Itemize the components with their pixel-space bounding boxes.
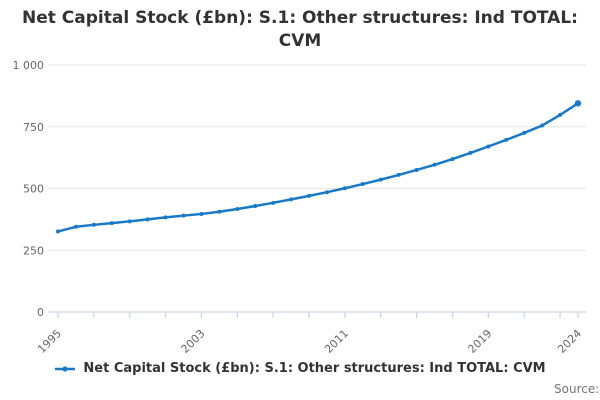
x-axis-ticks: [57, 312, 579, 318]
x-tick-label: 2003: [179, 327, 208, 356]
line-chart-plot-area: 0 250 500 750 1 000 1995 2003 2011 2019 2024: [13, 59, 586, 356]
data-point-marker[interactable]: [127, 219, 132, 224]
data-point-marker[interactable]: [91, 222, 96, 227]
data-point-marker[interactable]: [199, 211, 204, 216]
data-point-marker[interactable]: [360, 182, 365, 187]
chart-title-line-2: CVM: [278, 30, 322, 51]
data-point-marker[interactable]: [450, 157, 455, 162]
y-tick-label: 0: [37, 306, 44, 319]
data-point-marker[interactable]: [378, 177, 383, 182]
data-point-marker[interactable]: [73, 224, 78, 229]
data-point-marker[interactable]: [145, 217, 150, 222]
data-point-marker[interactable]: [253, 204, 258, 209]
y-tick-label: 250: [23, 244, 44, 257]
x-axis-labels: 1995 2003 2011 2019 2024: [35, 327, 584, 356]
series-line[interactable]: [56, 102, 580, 233]
y-axis-labels: 0 250 500 750 1 000: [13, 59, 45, 319]
data-point-marker[interactable]: [271, 200, 276, 205]
data-point-marker[interactable]: [163, 215, 168, 220]
data-point-marker[interactable]: [181, 213, 186, 218]
series-markers[interactable]: [56, 100, 582, 234]
x-tick-label: 2024: [555, 327, 584, 356]
data-point-marker[interactable]: [56, 229, 60, 234]
data-point-marker[interactable]: [307, 193, 312, 198]
data-point-marker[interactable]: [540, 123, 545, 128]
y-tick-label: 750: [23, 121, 44, 134]
data-point-marker[interactable]: [504, 137, 509, 142]
legend-line-dot-icon: [55, 365, 76, 372]
chart-title: Net Capital Stock (£bn): S.1: Other stru…: [0, 7, 600, 53]
legend-series-label: Net Capital Stock (£bn): S.1: Other stru…: [83, 361, 546, 376]
data-point-marker[interactable]: [574, 100, 582, 107]
data-point-marker[interactable]: [468, 150, 473, 155]
data-point-marker[interactable]: [486, 144, 491, 149]
x-tick-label: 2019: [465, 327, 494, 356]
y-tick-label: 1 000: [13, 59, 45, 72]
x-tick-label: 2011: [322, 327, 351, 356]
data-point-marker[interactable]: [324, 190, 329, 195]
legend[interactable]: Net Capital Stock (£bn): S.1: Other stru…: [0, 361, 600, 376]
source-label: Source:: [554, 382, 600, 396]
y-tick-label: 500: [23, 183, 44, 196]
chart-title-line-1: Net Capital Stock (£bn): S.1: Other stru…: [22, 8, 578, 28]
data-point-marker[interactable]: [289, 197, 294, 202]
data-point-marker[interactable]: [432, 162, 437, 167]
data-point-marker[interactable]: [217, 209, 222, 214]
data-point-marker[interactable]: [396, 172, 401, 177]
data-point-marker[interactable]: [558, 112, 563, 117]
data-point-marker[interactable]: [235, 207, 240, 212]
x-tick-label: 1995: [35, 327, 64, 356]
data-point-marker[interactable]: [414, 167, 419, 172]
y-gridlines: [48, 64, 586, 251]
data-point-marker[interactable]: [522, 130, 527, 135]
data-point-marker[interactable]: [109, 221, 114, 226]
data-point-marker[interactable]: [342, 186, 347, 191]
